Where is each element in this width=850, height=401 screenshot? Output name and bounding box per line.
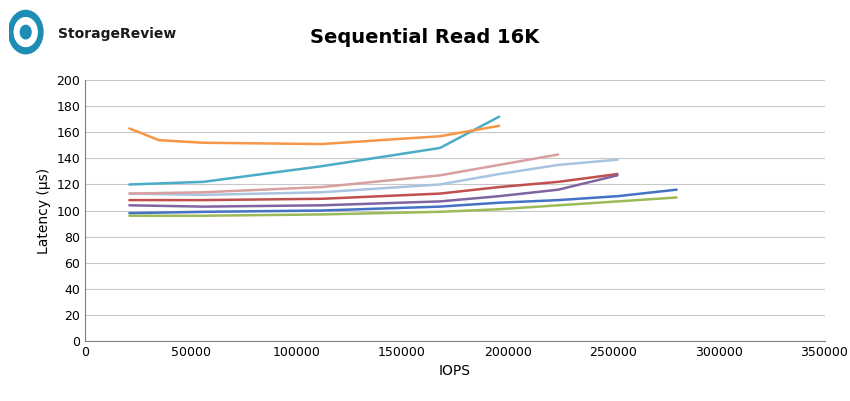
Circle shape	[14, 18, 37, 47]
Y-axis label: Latency (μs): Latency (μs)	[37, 168, 51, 253]
X-axis label: IOPS: IOPS	[439, 364, 471, 378]
Circle shape	[8, 10, 42, 54]
Text: Sequential Read 16K: Sequential Read 16K	[310, 28, 540, 47]
Text: StorageReview: StorageReview	[58, 27, 176, 41]
Circle shape	[20, 25, 31, 39]
